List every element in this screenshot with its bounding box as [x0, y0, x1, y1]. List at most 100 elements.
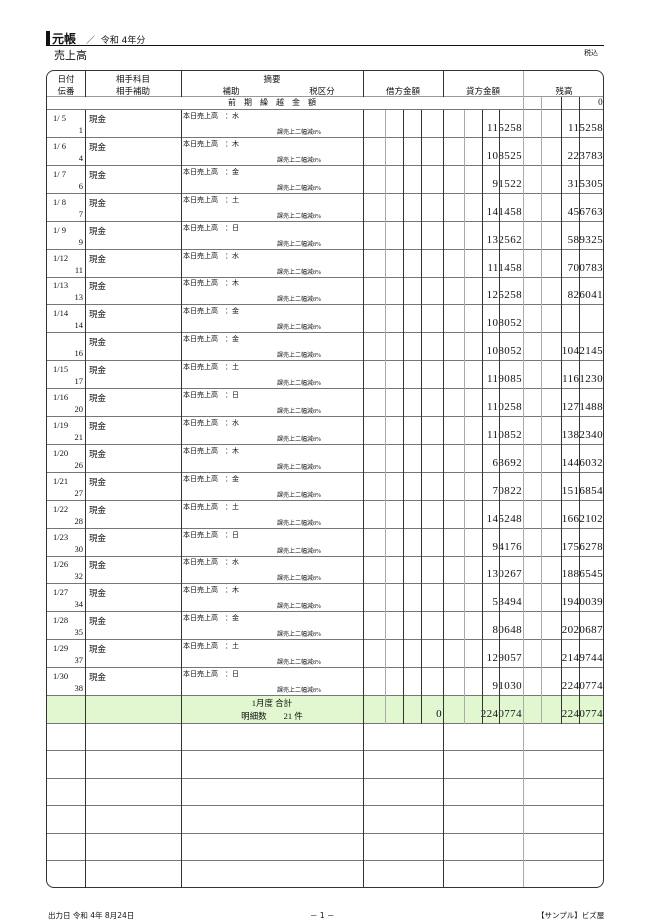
slip-number: 4: [78, 152, 83, 163]
summary-text: 本日売上高 ：金: [183, 307, 239, 316]
ledger-row[interactable]: 1/20 26 現金 本日売上高 ：木 課売上二幅減8% 63692 1446032: [47, 445, 603, 473]
counter-account: 現金: [89, 141, 107, 152]
credit-amount: 130267: [486, 568, 522, 581]
balance-amount: 1756278: [561, 540, 603, 553]
tax-class: 課売上二幅減8%: [277, 436, 321, 443]
summary-text: 本日売上高 ：金: [183, 335, 239, 344]
tax-class: 課売上二幅減8%: [277, 130, 321, 136]
title-bar: [46, 31, 604, 46]
ledger-row[interactable]: 1/ 6 4 現金 本日売上高 ：木 課売上二幅減8% 108525 223783: [47, 138, 603, 166]
balance-amount: 1161230: [562, 373, 603, 386]
balance-amount: 2240774: [561, 680, 603, 692]
column-divider: [385, 110, 386, 724]
balance-amount: 589325: [567, 233, 603, 246]
ledger-row[interactable]: 1/ 8 7 現金 本日売上高 ：土 課売上二幅減8% 141458 456763: [47, 194, 603, 222]
credit-amount: 108052: [486, 345, 522, 358]
counter-account: 現金: [89, 476, 107, 487]
balance-amount: 2020687: [561, 624, 603, 637]
tax-class: 課売上二幅減8%: [277, 297, 321, 304]
ledger-row[interactable]: 1/22 28 現金 本日売上高 ：土 課売上二幅減8% 145248 1662102: [47, 501, 603, 529]
ledger-row[interactable]: 1/21 27 現金 本日売上高 ：金 課売上二幅減8% 70822 1516854: [47, 473, 603, 501]
column-divider: [579, 97, 580, 724]
ledger-row[interactable]: 1/ 9 9 現金 本日売上高 ：日 課売上二幅減8% 132562 589325: [47, 222, 603, 250]
total-credit: 2240774: [480, 707, 522, 720]
ledger-row[interactable]: 1/14 14 現金 本日売上高 ：金 課売上二幅減8% 108052: [47, 305, 603, 334]
slip-number: 1: [78, 125, 83, 135]
empty-row: [47, 861, 603, 887]
slip-number: 26: [74, 459, 84, 470]
ledger-row[interactable]: 1/16 20 現金 本日売上高 ：日 課売上二幅減8% 110258 1271488: [47, 389, 603, 417]
column-divider: [482, 110, 483, 724]
ledger-row[interactable]: 1/26 32 現金 本日売上高 ：水 課売上二幅減8% 130267 1886545: [47, 556, 603, 585]
column-divider: [443, 110, 444, 887]
col-sub: 補助: [222, 87, 240, 97]
credit-amount: 108525: [486, 149, 522, 162]
balance-amount: 2149744: [561, 652, 603, 665]
credit-amount: 129057: [486, 652, 522, 665]
slip-number: 37: [74, 655, 84, 666]
empty-row: [47, 751, 603, 779]
counter-account: 現金: [89, 309, 107, 320]
slip-number: 6: [78, 180, 83, 191]
summary-text: 本日売上高 ：金: [183, 474, 239, 483]
summary-text: 本日売上高 ：水: [183, 558, 239, 567]
ledger-row[interactable]: 1/ 5 1 現金 本日売上高 ：水 課売上二幅減8% 115258 115258: [47, 110, 603, 138]
summary-text: 本日売上高 ：木: [183, 446, 239, 455]
col-balance: 残高: [555, 87, 573, 97]
ledger-row[interactable]: 1/30 38 現金 本日売上高 ：日 課売上二幅減8% 91030 2240774: [47, 668, 603, 696]
tax-class: 課売上二幅減8%: [277, 632, 321, 639]
tax-class: 課売上二幅減8%: [277, 548, 321, 555]
carry-over-row: 前 期 繰 越 金 額 0: [47, 97, 603, 110]
ledger-row[interactable]: 1/19 21 現金 本日売上高 ：水 課売上二幅減8% 110852 1382340: [47, 417, 603, 445]
summary-text: 本日売上高 ：土: [183, 195, 239, 204]
ledger-row[interactable]: 1/29 37 現金 本日売上高 ：土 課売上二幅減8% 129057 2149744: [47, 640, 603, 669]
credit-amount: 119085: [487, 373, 522, 386]
company-name: 【サンプル】ビズ屋: [537, 911, 605, 920]
balance-amount: 1446032: [561, 456, 603, 469]
entry-count: 明細数 21 件: [241, 710, 303, 721]
ledger-row[interactable]: 1/23 30 現金 本日売上高 ：日 課売上二幅減8% 94176 1756278: [47, 529, 603, 557]
balance-amount: 1886545: [561, 568, 603, 581]
tax-class: 課売上二幅減8%: [277, 660, 321, 667]
empty-row: [47, 779, 603, 807]
monthly-total-row: 1月度 合計 明細数 21 件 0 2240774 2240774: [47, 695, 603, 724]
ledger-row[interactable]: 1/15 17 現金 本日売上高 ：土 課売上二幅減8% 119085 1161230: [47, 361, 603, 390]
summary-text: 本日売上高 ：日: [183, 670, 239, 678]
ledger-row[interactable]: 1/28 35 現金 本日売上高 ：金 課売上二幅減8% 80648 2020687: [47, 612, 603, 641]
counter-account: 現金: [89, 588, 107, 599]
balance-amount: 1516854: [561, 484, 603, 497]
tax-class: 課売上二幅減8%: [277, 241, 321, 248]
tax-class: 課売上二幅減8%: [277, 353, 321, 360]
balance-amount: 1271488: [561, 401, 603, 413]
ledger-row[interactable]: 1/27 34 現金 本日売上高 ：木 課売上二幅減8% 53494 1940039: [47, 584, 603, 613]
entry-date: 1/13: [53, 280, 69, 291]
slip-number: 14: [74, 320, 84, 331]
summary-text: 本日売上高 ：日: [183, 391, 239, 399]
total-label: 1月度 合計: [251, 697, 293, 708]
summary-text: 本日売上高 ：土: [183, 502, 239, 511]
column-divider: [421, 110, 422, 724]
ledger-row[interactable]: 1/12 11 現金 本日売上高 ：水 課売上二幅減8% 111458 700783: [47, 250, 603, 278]
credit-amount: 108052: [486, 317, 522, 330]
balance-amount: 1940039: [561, 596, 603, 609]
summary-text: 本日売上高 ：木: [183, 586, 239, 595]
column-divider: [499, 110, 500, 724]
tax-class: 課売上二幅減8%: [277, 492, 321, 499]
credit-amount: 132562: [486, 233, 522, 246]
slip-number: 32: [74, 571, 84, 582]
ledger-row[interactable]: 1/ 7 6 現金 本日売上高 ：金 課売上二幅減8% 91522 315305: [47, 166, 603, 194]
counter-account: 現金: [89, 281, 107, 292]
ledger-row[interactable]: 16 現金 本日売上高 ：金 課売上二幅減8% 108052 1042145: [47, 333, 603, 362]
tax-class: 課売上二幅減8%: [277, 520, 321, 527]
slip-number: 38: [74, 683, 84, 693]
page-title: 元帳: [52, 32, 77, 46]
ledger-row[interactable]: 1/13 13 現金 本日売上高 ：木 課売上二幅減8% 125258 826041: [47, 277, 603, 306]
entry-date: 1/14: [53, 308, 69, 319]
entry-date: 1/21: [53, 475, 69, 486]
slip-number: 20: [74, 404, 84, 414]
col-counter-sub: 相手補助: [115, 87, 150, 97]
summary-text: 本日売上高 ：日: [183, 530, 239, 539]
slip-number: 28: [74, 515, 84, 526]
col-debit: 借方金額: [385, 87, 420, 97]
credit-amount: 110258: [487, 401, 522, 413]
